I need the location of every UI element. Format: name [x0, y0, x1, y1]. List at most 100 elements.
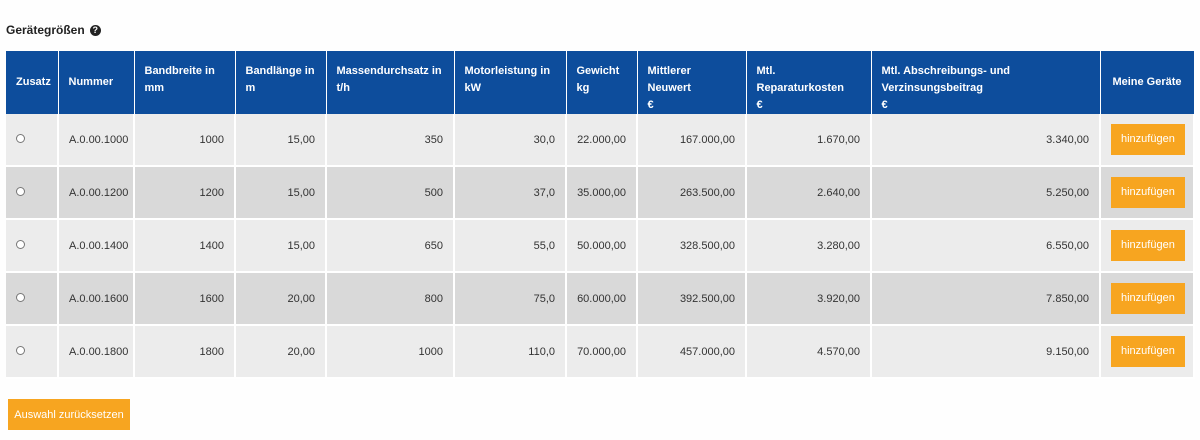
- header-label: Nummer: [68, 76, 114, 88]
- header-label: Mtl. Abschreibungs- und Verzinsungsbeitr…: [881, 65, 1011, 94]
- header-label: Mtl. Reparaturkosten: [756, 65, 844, 94]
- zusatz-radio[interactable]: [16, 239, 25, 249]
- reset-selection-button[interactable]: Auswahl zurücksetzen: [8, 399, 130, 430]
- table-cell: 35.000,00: [566, 166, 638, 220]
- header-unit: kg: [576, 82, 590, 94]
- zusatz-radio[interactable]: [16, 133, 25, 143]
- table-cell: 22.000,00: [566, 114, 638, 167]
- table-cell: 60.000,00: [566, 272, 638, 326]
- zusatz-radio[interactable]: [16, 292, 25, 302]
- cell-zusatz: [6, 325, 59, 379]
- table-body: A.0.00.1000 1000 15,00 350 30,0 22.000,00 167.…: [6, 114, 1195, 379]
- header-label: Mittlerer Neuwert: [647, 65, 691, 94]
- header-col-massendurchsatz: Massendurchsatz in t/h: [326, 51, 455, 114]
- table-cell: 75,0: [454, 272, 567, 326]
- table-cell: 70.000,00: [566, 325, 638, 379]
- header-col-zusatz: Zusatz: [6, 51, 59, 114]
- section-title: Gerätegrößen ?: [6, 23, 101, 37]
- table-row: A.0.00.1400 1400 15,00 650 55,0 50.000,00 328.…: [6, 219, 1195, 273]
- table-cell: 5.250,00: [871, 166, 1101, 220]
- table-cell: 55,0: [454, 219, 567, 273]
- question-circle-icon[interactable]: ?: [89, 24, 101, 36]
- add-device-button[interactable]: hinzufügen: [1111, 336, 1185, 367]
- header-unit: €: [756, 99, 763, 111]
- cell-meine-geraete: hinzufügen: [1100, 325, 1195, 379]
- table-cell: 350: [326, 114, 455, 167]
- table-cell: 3.920,00: [746, 272, 872, 326]
- header-col-meine-geraete: Meine Geräte: [1100, 51, 1195, 114]
- table-cell: 1600: [134, 272, 236, 326]
- table-cell: 7.850,00: [871, 272, 1101, 326]
- table-cell: 263.500,00: [637, 166, 747, 220]
- table-cell: 1000: [134, 114, 236, 167]
- header-col-bandbreite: Bandbreite in mm: [134, 51, 236, 114]
- cell-meine-geraete: hinzufügen: [1100, 114, 1195, 167]
- add-device-button[interactable]: hinzufügen: [1111, 124, 1185, 155]
- table-cell: 1400: [134, 219, 236, 273]
- header-col-gewicht: Gewicht kg: [566, 51, 638, 114]
- table-cell: A.0.00.1400: [58, 219, 135, 273]
- zusatz-radio[interactable]: [16, 345, 25, 355]
- header-unit: m: [245, 82, 256, 94]
- header-label: Meine Geräte: [1112, 76, 1182, 88]
- add-device-button[interactable]: hinzufügen: [1111, 230, 1185, 261]
- header-label: Zusatz: [16, 76, 51, 88]
- table-cell: 15,00: [235, 166, 327, 220]
- table-cell: 328.500,00: [637, 219, 747, 273]
- table-row: A.0.00.1800 1800 20,00 1000 110,0 70.000,00 45…: [6, 325, 1195, 379]
- table-cell: 392.500,00: [637, 272, 747, 326]
- section-title-text: Gerätegrößen: [6, 23, 85, 37]
- cell-zusatz: [6, 272, 59, 326]
- cell-zusatz: [6, 114, 59, 167]
- cell-meine-geraete: hinzufügen: [1100, 272, 1195, 326]
- zusatz-radio[interactable]: [16, 186, 25, 196]
- device-size-table: Zusatz Nummer Bandbreite in mm Bandlänge in m…: [6, 51, 1195, 379]
- header-col-nummer: Nummer: [58, 51, 135, 114]
- cell-meine-geraete: hinzufügen: [1100, 166, 1195, 220]
- header-col-bandlaenge: Bandlänge in m: [235, 51, 327, 114]
- add-device-button[interactable]: hinzufügen: [1111, 283, 1185, 314]
- add-device-button[interactable]: hinzufügen: [1111, 177, 1185, 208]
- table-header-row: Zusatz Nummer Bandbreite in mm Bandlänge in m…: [6, 51, 1195, 114]
- header-col-neuwert: Mittlerer Neuwert €: [637, 51, 747, 114]
- table-cell: 15,00: [235, 219, 327, 273]
- header-col-abschreibung: Mtl. Abschreibungs- und Verzinsungsbeitr…: [871, 51, 1101, 114]
- header-label: Massendurchsatz in: [336, 65, 442, 77]
- table-cell: A.0.00.1000: [58, 114, 135, 167]
- table-cell: 457.000,00: [637, 325, 747, 379]
- table-row: A.0.00.1000 1000 15,00 350 30,0 22.000,00 167.…: [6, 114, 1195, 167]
- table-cell: 1000: [326, 325, 455, 379]
- table-cell: 37,0: [454, 166, 567, 220]
- header-label: Bandbreite in: [144, 65, 215, 77]
- table-cell: 30,0: [454, 114, 567, 167]
- header-unit: €: [647, 99, 654, 111]
- cell-zusatz: [6, 219, 59, 273]
- header-label: Motorleistung in: [464, 65, 551, 77]
- table-cell: 800: [326, 272, 455, 326]
- table-cell: 50.000,00: [566, 219, 638, 273]
- header-col-reparaturkosten: Mtl. Reparaturkosten €: [746, 51, 872, 114]
- header-unit: kW: [464, 82, 482, 94]
- header-col-motorleistung: Motorleistung in kW: [454, 51, 567, 114]
- table-row: A.0.00.1200 1200 15,00 500 37,0 35.000,00 263.…: [6, 166, 1195, 220]
- table-cell: 3.340,00: [871, 114, 1101, 167]
- table-cell: 1.670,00: [746, 114, 872, 167]
- table-cell: A.0.00.1800: [58, 325, 135, 379]
- table-cell: 6.550,00: [871, 219, 1101, 273]
- cell-meine-geraete: hinzufügen: [1100, 219, 1195, 273]
- cell-zusatz: [6, 166, 59, 220]
- table-cell: 167.000,00: [637, 114, 747, 167]
- table-cell: 500: [326, 166, 455, 220]
- header-unit: mm: [144, 82, 165, 94]
- table-cell: A.0.00.1200: [58, 166, 135, 220]
- header-unit: t/h: [336, 82, 350, 94]
- table-cell: 9.150,00: [871, 325, 1101, 379]
- header-label: Gewicht: [576, 65, 620, 77]
- table-cell: 110,0: [454, 325, 567, 379]
- header-unit: €: [881, 99, 888, 111]
- table-cell: 15,00: [235, 114, 327, 167]
- table-cell: 4.570,00: [746, 325, 872, 379]
- table-cell: 650: [326, 219, 455, 273]
- table-cell: 1800: [134, 325, 236, 379]
- header-label: Bandlänge in: [245, 65, 315, 77]
